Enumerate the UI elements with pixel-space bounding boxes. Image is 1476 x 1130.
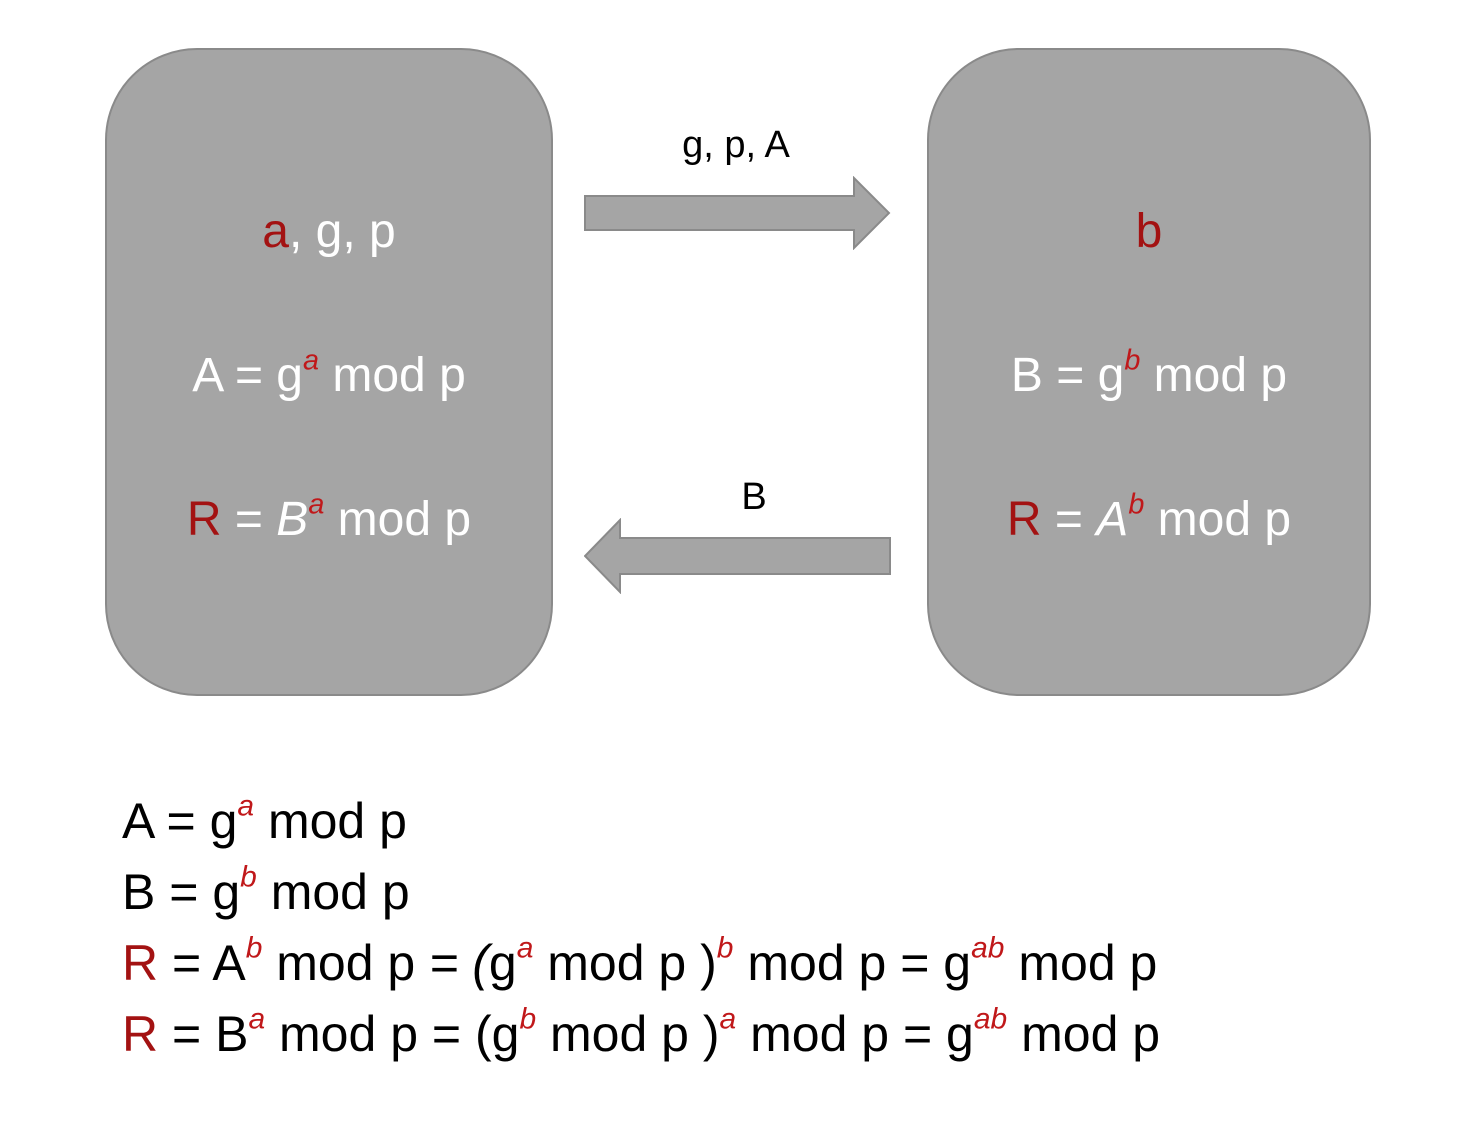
- equation-public-a: A = ga mod p: [122, 789, 407, 849]
- equation-public-b: B = gb mod p: [122, 860, 410, 920]
- left-arrow-icon: [584, 518, 891, 594]
- left-party-box: a, g, p A = ga mod p R = Ba mod p: [105, 48, 553, 696]
- equation-summary: A = ga mod p B = gb mod p R = Ab mod p =…: [122, 786, 1160, 1070]
- equation-shared-from-a: R = Ab mod p = (ga mod p )b mod p = gab …: [122, 931, 1158, 991]
- left-public-key: A = ga mod p: [192, 344, 466, 402]
- right-params: b: [1135, 205, 1163, 258]
- right-arrow-icon: [584, 176, 891, 250]
- right-shared-secret: R = Ab mod p: [1006, 488, 1292, 546]
- bottom-arrow-label: B: [741, 476, 767, 518]
- top-arrow-label: g, p, A: [682, 124, 790, 166]
- right-public-key: B = gb mod p: [1010, 344, 1288, 402]
- left-params: a, g, p: [262, 205, 396, 258]
- left-shared-secret: R = Ba mod p: [186, 488, 472, 546]
- equation-shared-from-b: R = Ba mod p = (gb mod p )a mod p = gab …: [122, 1002, 1161, 1062]
- right-party-box: b B = gb mod p R = Ab mod p: [927, 48, 1371, 696]
